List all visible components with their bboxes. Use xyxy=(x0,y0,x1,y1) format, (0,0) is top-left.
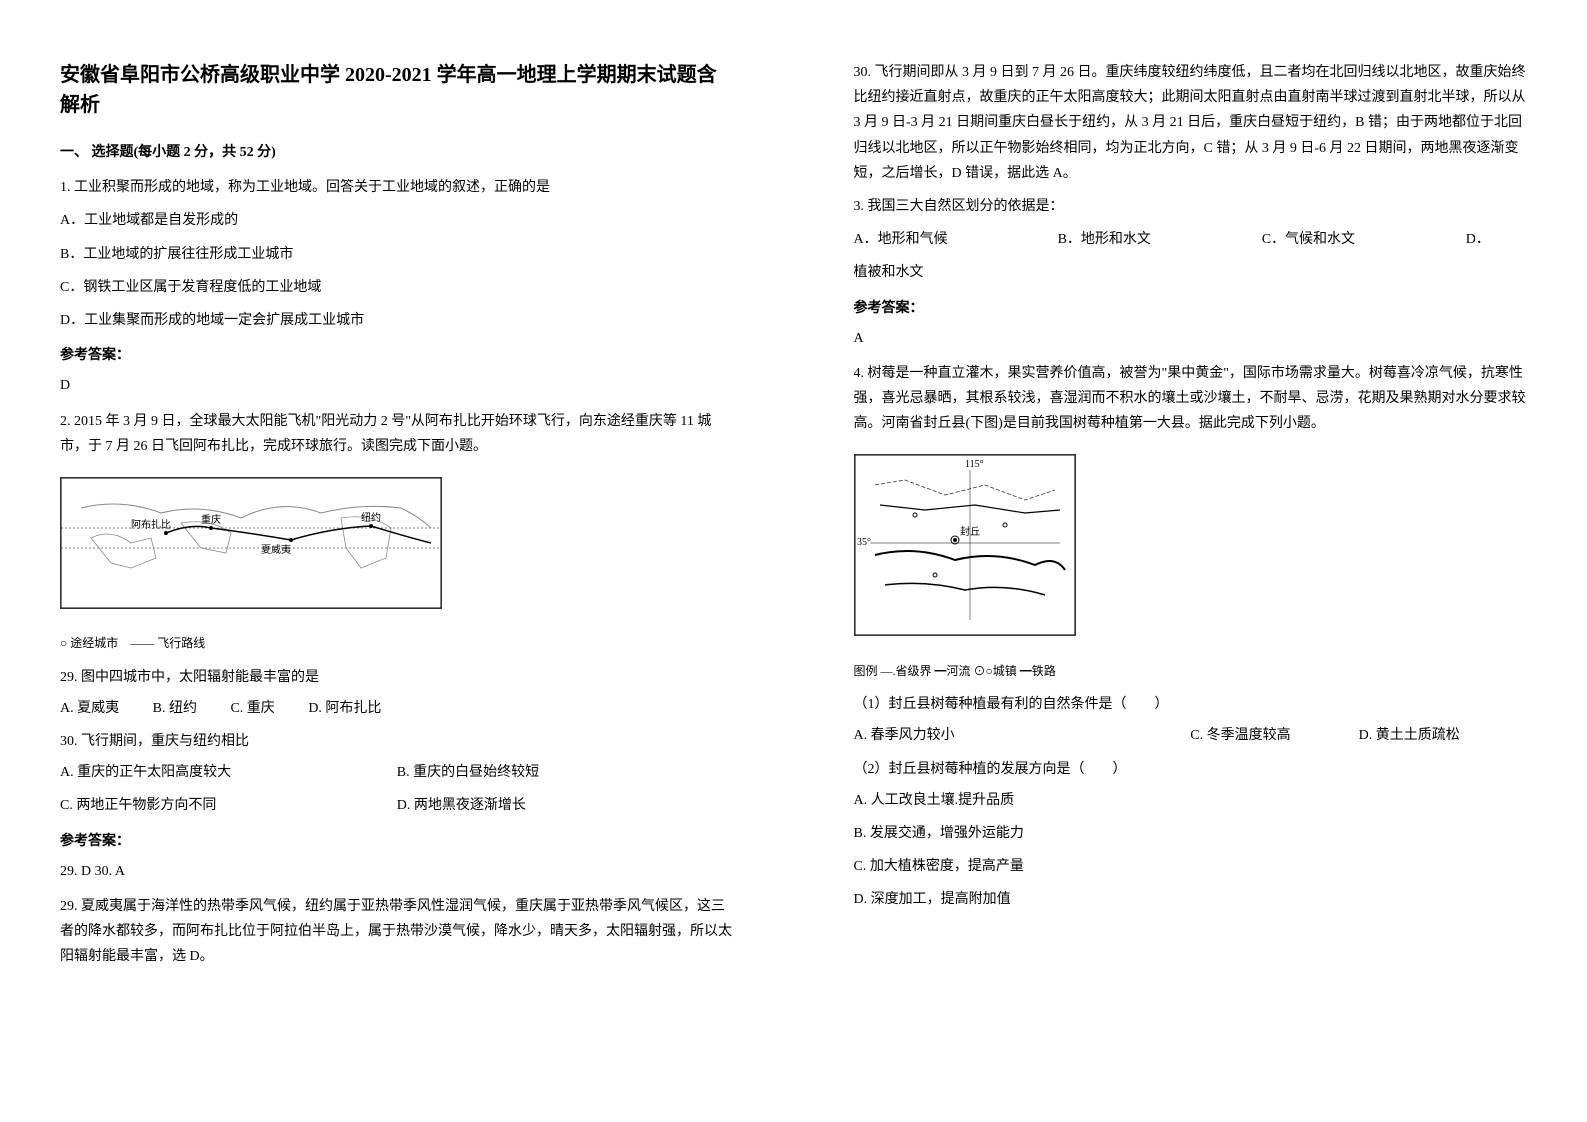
q4-sub1: （1）封丘县树莓种植最有利的自然条件是（ ） xyxy=(854,692,1528,717)
q2-sub29-options: A. 夏威夷 B. 纽约 C. 重庆 D. 阿布扎比 xyxy=(60,696,734,721)
q2-30-a: A. 重庆的正午太阳高度较大 xyxy=(60,760,397,785)
q3-c: C．气候和水文 xyxy=(1262,227,1466,252)
q3-d-prefix: D． xyxy=(1466,227,1527,252)
q1-option-b: B．工业地域的扩展往往形成工业城市 xyxy=(60,242,734,267)
q3-stem: 3. 我国三大自然区划分的依据是： xyxy=(854,194,1528,219)
q2-sub30-options-2: C. 两地正午物影方向不同 D. 两地黑夜逐渐增长 xyxy=(60,793,734,818)
q2-sub30: 30. 飞行期间，重庆与纽约相比 xyxy=(60,729,734,754)
q2-30-b: B. 重庆的白昼始终较短 xyxy=(397,760,734,785)
q2-30-d: D. 两地黑夜逐渐增长 xyxy=(397,793,734,818)
world-map-figure: 阿布扎比 重庆 纽约 夏威夷 xyxy=(60,477,442,609)
map-label-hw: 夏威夷 xyxy=(261,543,291,556)
q3-answer: A xyxy=(854,326,1528,351)
q2-sub29: 29. 图中四城市中，太阳辐射能最丰富的是 xyxy=(60,665,734,690)
q1-answer: D xyxy=(60,373,734,398)
left-column: 安徽省阜阳市公桥高级职业中学 2020-2021 学年高一地理上学期期末试题含解… xyxy=(0,60,794,1062)
section-1-header: 一、 选择题(每小题 2 分，共 52 分) xyxy=(60,140,734,165)
q2-29-b: B. 纽约 xyxy=(153,701,197,716)
map2-legend: 图例 —.省级界 ━河流 ⊙○城镇 ━铁路 xyxy=(854,661,1528,683)
question-1: 1. 工业积聚而形成的地域，称为工业地域。回答关于工业地域的叙述，正确的是 A．… xyxy=(60,175,734,398)
q4-2-b: B. 发展交通，增强外运能力 xyxy=(854,821,1528,846)
q4-1By data-bind= xyxy=(1022,723,1190,748)
q4-2-c: C. 加大植株密度，提高产量 xyxy=(854,854,1528,879)
q2-stem: 2. 2015 年 3 月 9 日，全球最大太阳能飞机"阳光动力 2 号"从阿布… xyxy=(60,409,734,459)
document-title: 安徽省阜阳市公桥高级职业中学 2020-2021 学年高一地理上学期期末试题含解… xyxy=(60,60,734,120)
q4-1-c: C. 冬季温度较高 xyxy=(1190,723,1358,748)
q3-options: A．地形和气候 B．地形和水文 C．气候和水文 D． xyxy=(854,227,1528,252)
q1-answer-label: 参考答案： xyxy=(60,343,734,368)
q1-option-d: D．工业集聚而形成的地域一定会扩展成工业城市 xyxy=(60,308,734,333)
q1-option-a: A．工业地域都是自发形成的 xyxy=(60,208,734,233)
q1-stem: 1. 工业积聚而形成的地域，称为工业地域。回答关于工业地域的叙述，正确的是 xyxy=(60,175,734,200)
question-4: 4. 树莓是一种直立灌木，果实营养价值高，被誉为"果中黄金"，国际市场需求量大。… xyxy=(854,361,1528,913)
map-label-abz: 阿布扎比 xyxy=(131,518,171,531)
q2-29-d: D. 阿布扎比 xyxy=(308,701,381,716)
map-label-ny: 纽约 xyxy=(361,511,381,524)
q4-2-d: D. 深度加工，提高附加值 xyxy=(854,887,1528,912)
map2-lon-label: 115° xyxy=(965,459,984,470)
q4-stem: 4. 树莓是一种直立灌木，果实营养价值高，被誉为"果中黄金"，国际市场需求量大。… xyxy=(854,361,1528,437)
q3-d-text: 植被和水文 xyxy=(854,260,1528,285)
q4-1-d: D. 黄土土质疏松 xyxy=(1359,723,1527,748)
map2-city-label: 封丘 xyxy=(960,525,980,538)
q2-explanation-30: 30. 飞行期间即从 3 月 9 日到 7 月 26 日。重庆纬度较纽约纬度低，… xyxy=(854,60,1528,186)
q2-29-c: C. 重庆 xyxy=(230,701,274,716)
q1-option-c: C．钢铁工业区属于发育程度低的工业地域 xyxy=(60,275,734,300)
map1-legend: ○ 途经城市 —— 飞行路线 xyxy=(60,633,734,655)
q2-explanation-29: 29. 夏威夷属于海洋性的热带季风气候，纽约属于亚热带季风性湿润气候，重庆属于亚… xyxy=(60,894,734,970)
q3-answer-label: 参考答案： xyxy=(854,296,1528,321)
q2-answer-label: 参考答案： xyxy=(60,829,734,854)
map-label-cq: 重庆 xyxy=(201,513,221,526)
q2-sub30-options-1: A. 重庆的正午太阳高度较大 B. 重庆的白昼始终较短 xyxy=(60,760,734,785)
q4-1-a: A. 春季风力较小 xyxy=(854,723,1022,748)
q2-29-a: A. 夏威夷 xyxy=(60,701,119,716)
map2-lat-label: 35° xyxy=(857,537,871,548)
q3-a: A．地形和气候 xyxy=(854,227,1058,252)
q2-30-c: C. 两地正午物影方向不同 xyxy=(60,793,397,818)
right-column: 30. 飞行期间即从 3 月 9 日到 7 月 26 日。重庆纬度较纽约纬度低，… xyxy=(794,60,1587,1062)
q3-b: B．地形和水文 xyxy=(1058,227,1262,252)
question-3: 3. 我国三大自然区划分的依据是： A．地形和气候 B．地形和水文 C．气候和水… xyxy=(854,194,1528,351)
q4-2-a: A. 人工改良土壤.提升品质 xyxy=(854,788,1528,813)
fengqiu-map-figure: 115° 35° 封丘 xyxy=(854,454,1076,636)
q4-sub1-options: A. 春季风力较小 C. 冬季温度较高 D. 黄土土质疏松 xyxy=(854,723,1528,748)
q2-answer-line: 29. D 30. A xyxy=(60,859,734,884)
q4-sub2: （2）封丘县树莓种植的发展方向是（ ） xyxy=(854,757,1528,782)
question-2: 2. 2015 年 3 月 9 日，全球最大太阳能飞机"阳光动力 2 号"从阿布… xyxy=(60,409,734,970)
